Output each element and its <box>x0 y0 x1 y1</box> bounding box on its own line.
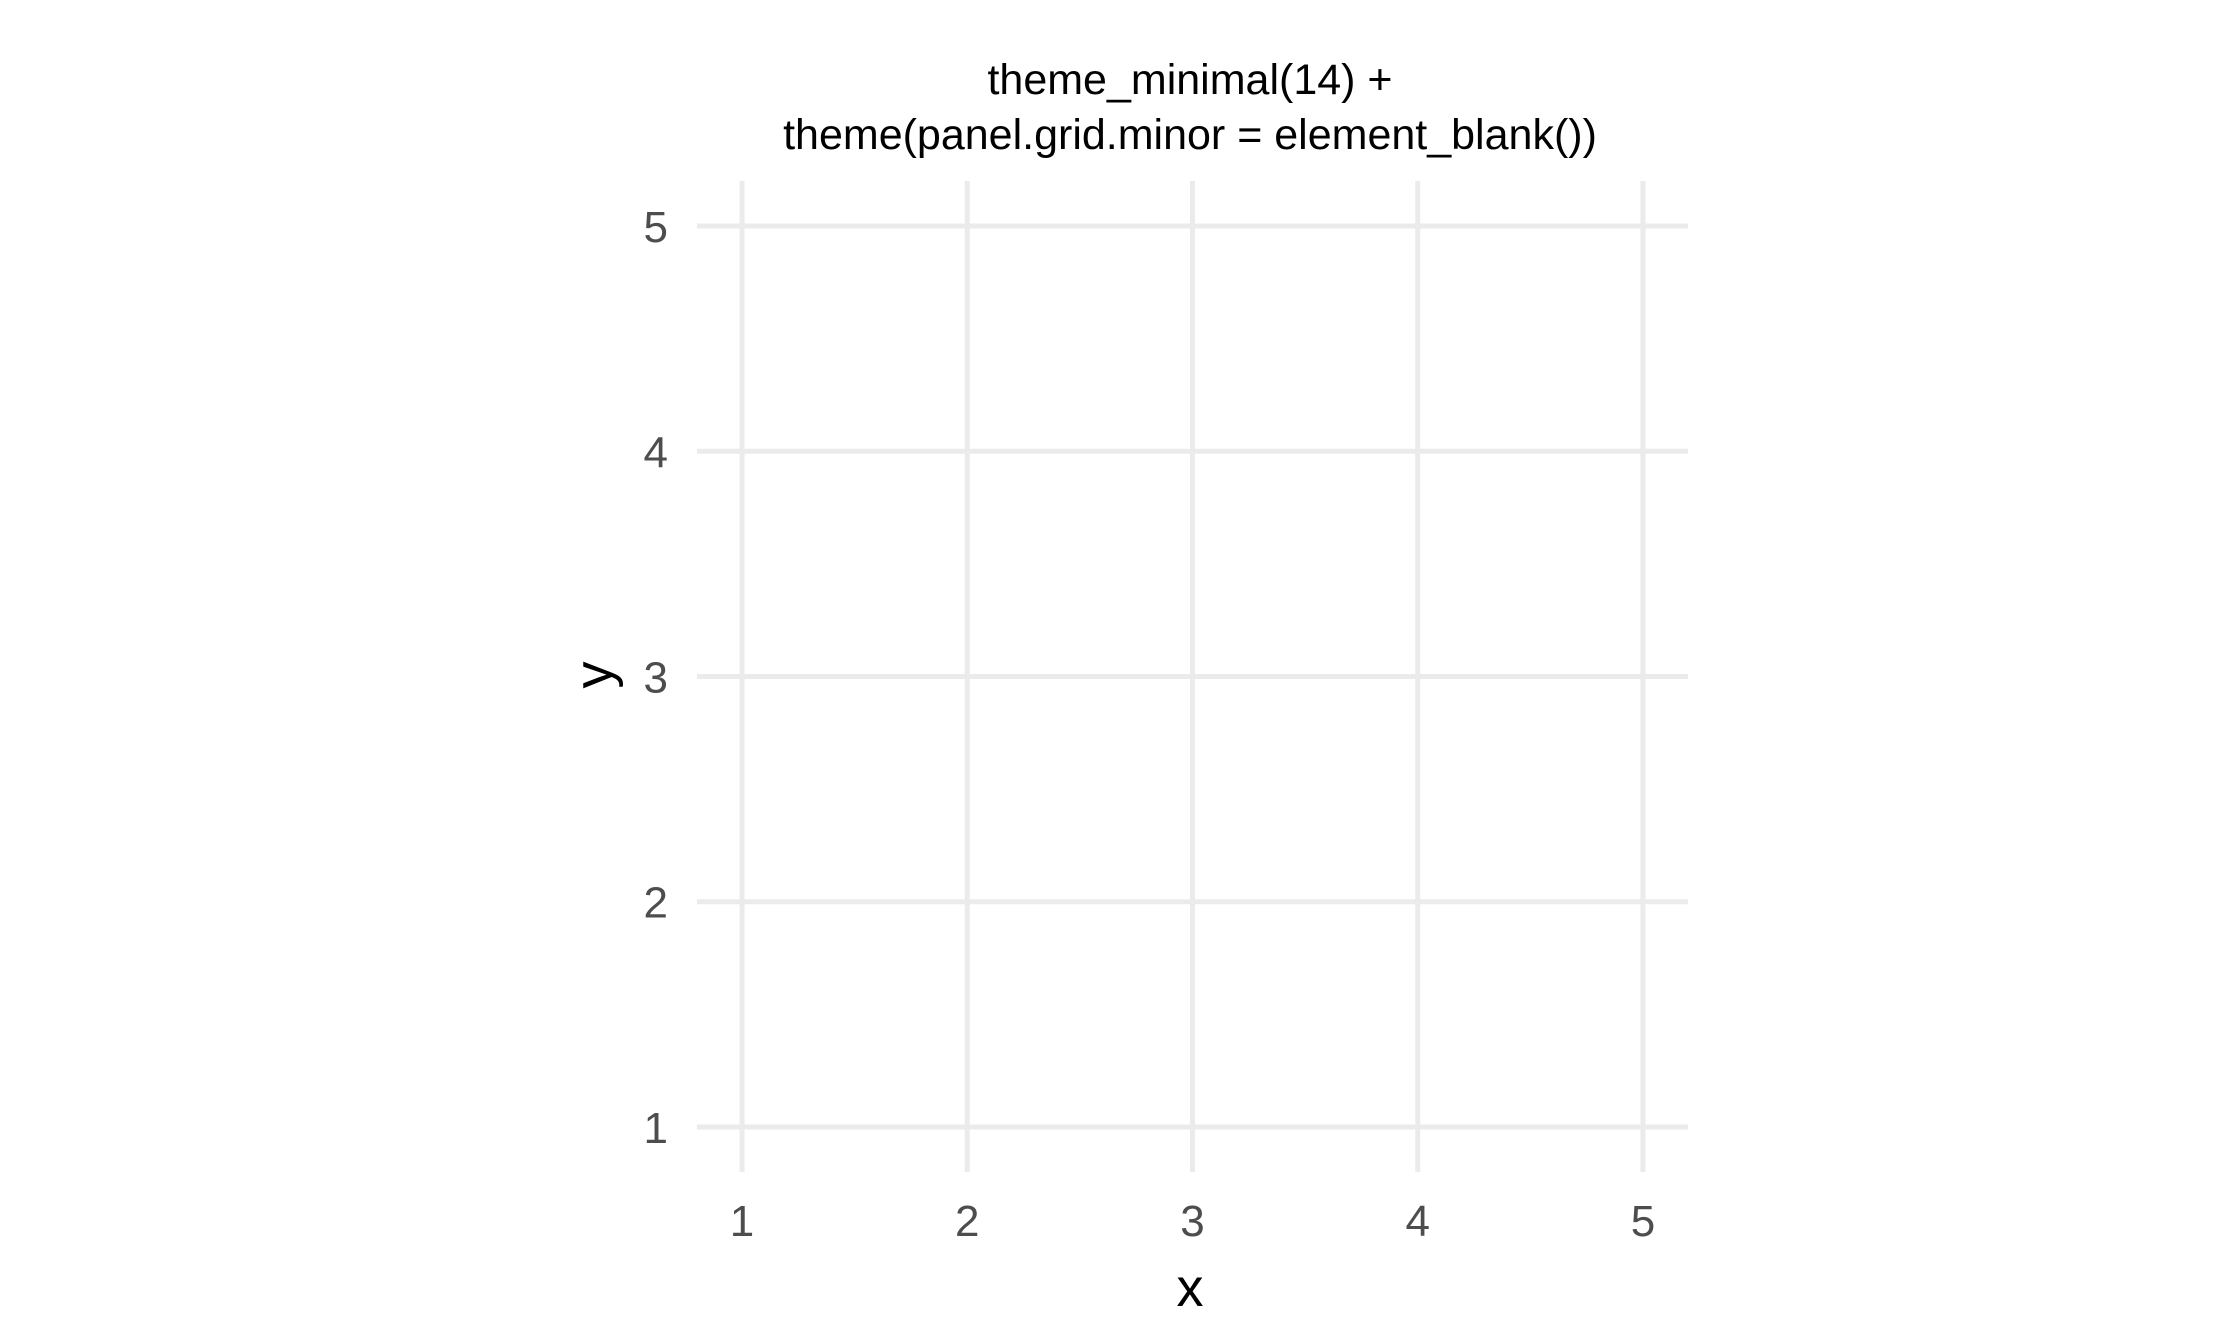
chart-title: theme_minimal(14) + theme(panel.grid.min… <box>783 56 1597 159</box>
y-axis-tick-labels: 1 2 3 4 5 <box>644 203 668 1153</box>
chart-title-line-1: theme_minimal(14) + <box>987 56 1392 104</box>
x-tick-label-5: 5 <box>1631 1197 1655 1246</box>
x-tick-label-3: 3 <box>1180 1197 1204 1246</box>
x-tick-label-4: 4 <box>1405 1197 1429 1246</box>
chart-title-line-2: theme(panel.grid.minor = element_blank()… <box>783 111 1597 159</box>
y-axis-title: y <box>564 662 624 689</box>
x-axis-tick-labels: 1 2 3 4 5 <box>730 1197 1655 1246</box>
horizontal-gridlines <box>697 223 1688 1130</box>
x-tick-label-1: 1 <box>730 1197 754 1246</box>
y-tick-label-5: 5 <box>644 203 668 252</box>
y-tick-label-3: 3 <box>644 654 668 703</box>
x-axis-title: x <box>1177 1258 1204 1318</box>
y-tick-label-1: 1 <box>644 1104 668 1153</box>
x-tick-label-2: 2 <box>955 1197 979 1246</box>
y-tick-label-2: 2 <box>644 879 668 928</box>
y-tick-label-4: 4 <box>644 428 668 477</box>
